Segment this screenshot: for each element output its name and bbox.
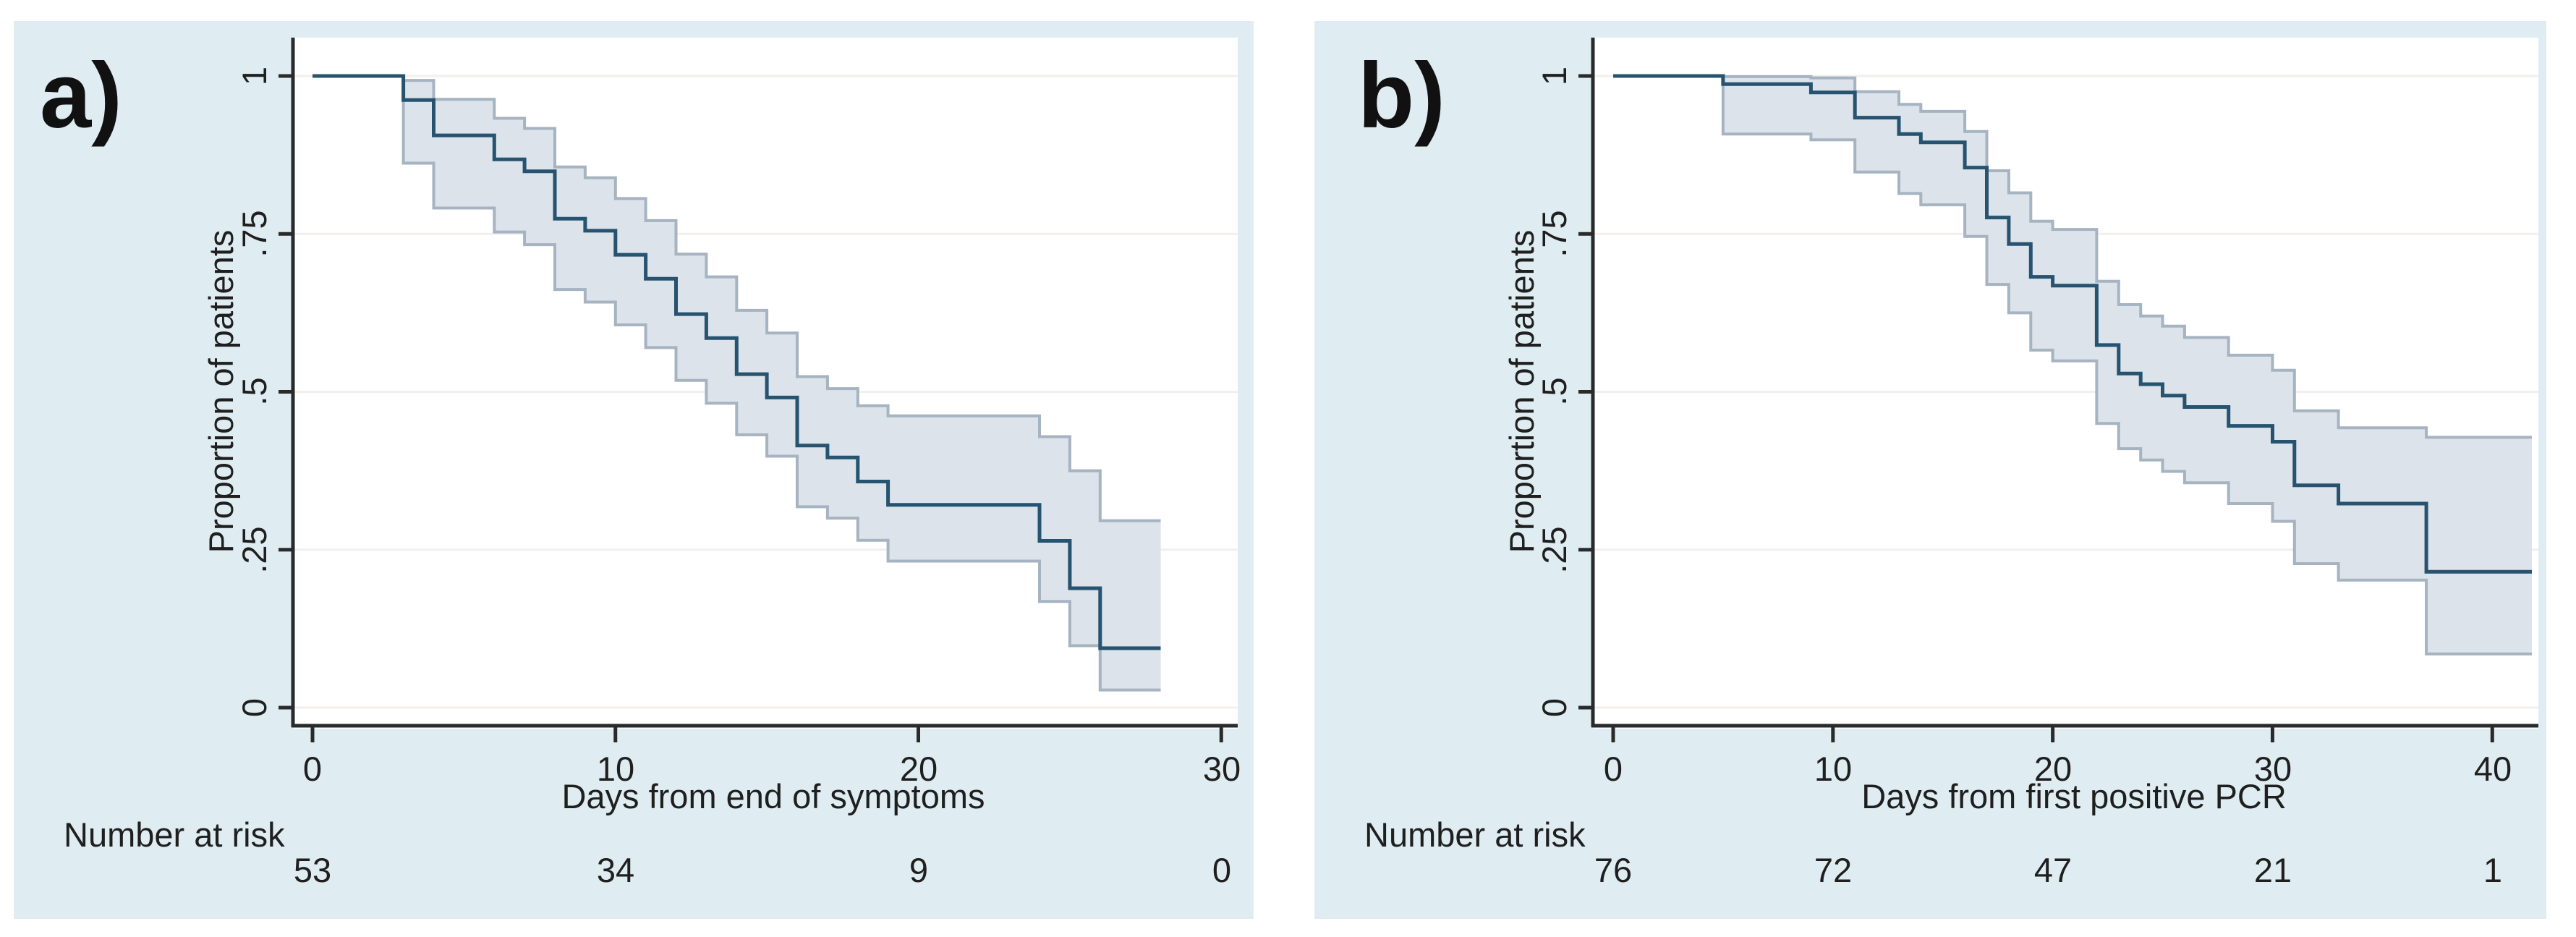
ci-upper-line — [313, 75, 1161, 522]
panel-a-xtick-20: 20 — [899, 750, 938, 788]
panel-a-letter: a) — [40, 44, 122, 148]
ci-lower-line — [1613, 75, 2532, 656]
panel-a-ytick-1: 1 — [235, 66, 273, 86]
ci-lower-line — [313, 75, 1161, 692]
panel-a-ytick-25: .25 — [235, 526, 273, 574]
panel-b-ytick-0: 0 — [1535, 698, 1573, 718]
panel-b-risk-count-0: 76 — [1594, 851, 1633, 889]
panel-a-x-axis-title: Days from end of symptoms — [561, 777, 985, 815]
panel-b-risk-count-40: 1 — [2483, 851, 2503, 889]
panel-b-x-axis-title: Days from first positive PCR — [1861, 777, 2287, 815]
panel-b-risk-count-10: 72 — [1814, 851, 1853, 889]
km-curve — [1613, 74, 2532, 574]
panel-a-xtick-10: 10 — [596, 750, 635, 788]
panel-b-ytick-5: .5 — [1535, 377, 1573, 406]
panel-a-risk-count-10: 34 — [596, 851, 635, 889]
ci-upper-line — [1613, 75, 2532, 439]
panel-a-ytick-75: .75 — [235, 210, 273, 258]
panel-b-ytick-25: .25 — [1535, 526, 1573, 574]
ci-band — [313, 76, 1161, 690]
panel-b-xtick-30: 30 — [2253, 750, 2292, 788]
panel-a-risk-count-20: 9 — [909, 851, 929, 889]
ci-band — [1613, 76, 2532, 654]
panel-a: a) Proportion of patients 1 .75 .5 .25 0… — [14, 21, 1254, 919]
panel-b-xtick-40: 40 — [2473, 750, 2512, 788]
panel-b-risk-table-label: Number at risk — [1364, 815, 1586, 854]
panel-a-ytick-0: 0 — [235, 698, 273, 718]
panel-b-xtick-20: 20 — [2033, 750, 2073, 788]
panel-a-risk-table-label: Number at risk — [64, 815, 285, 854]
panel-a-xtick-0: 0 — [302, 750, 323, 788]
panel-a-risk-count-30: 0 — [1212, 851, 1232, 889]
panel-a-ytick-5: .5 — [235, 377, 273, 406]
plot-area — [1593, 38, 2538, 729]
panel-b-ytick-75: .75 — [1535, 210, 1573, 258]
km-curve — [313, 74, 1161, 650]
panel-b-risk-count-20: 47 — [2033, 851, 2073, 889]
panel-a-xtick-30: 30 — [1202, 750, 1241, 788]
panel-b-ytick-1: 1 — [1535, 66, 1573, 86]
panel-b-xtick-10: 10 — [1814, 750, 1853, 788]
panel-b: b) Proportion of patients 1 .75 .5 .25 0… — [1314, 21, 2546, 919]
km-plot-b — [1578, 38, 2538, 742]
panel-b-letter: b) — [1358, 44, 1445, 148]
km-plot-a — [279, 38, 1238, 742]
panel-b-risk-count-30: 21 — [2253, 851, 2292, 889]
panel-b-xtick-0: 0 — [1603, 750, 1623, 788]
panel-a-risk-count-0: 53 — [293, 851, 332, 889]
